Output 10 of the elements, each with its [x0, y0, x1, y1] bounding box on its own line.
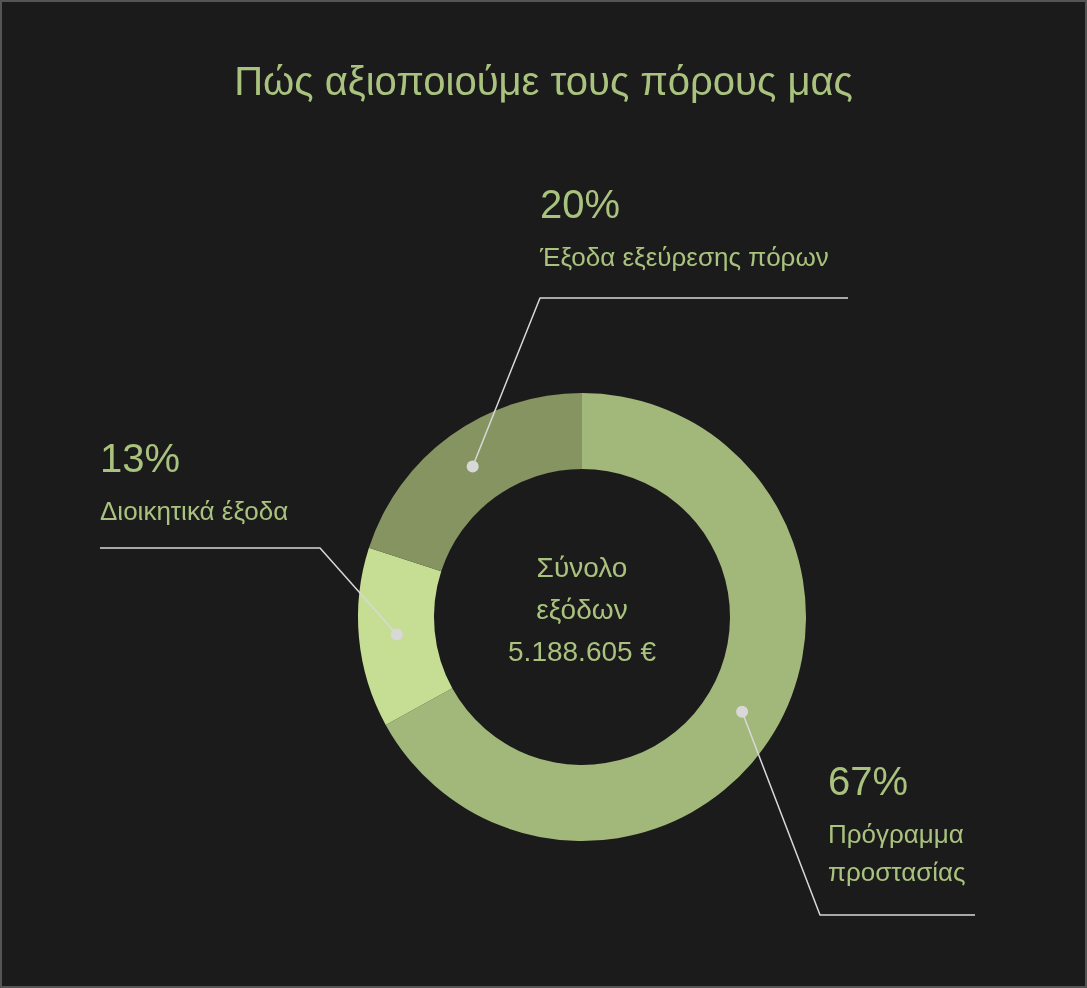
slice-label: Έξοδα εξεύρεσης πόρων: [539, 242, 829, 272]
data-label: 20%: [540, 182, 621, 226]
slice-label: Πρόγραμμα προστασίας: [828, 819, 966, 887]
data-label: 13%: [100, 436, 181, 480]
donut-slice: [358, 547, 453, 725]
donut-slice: [385, 393, 806, 841]
slice-label: Διοικητικά έξοδα: [100, 496, 289, 526]
chart-title: Πώς αξιοποιούμε τους πόρους μας: [234, 59, 853, 103]
text: Σύνολο εξόδων 5.188.605 €: [508, 552, 657, 667]
data-label: 67%: [828, 759, 909, 803]
